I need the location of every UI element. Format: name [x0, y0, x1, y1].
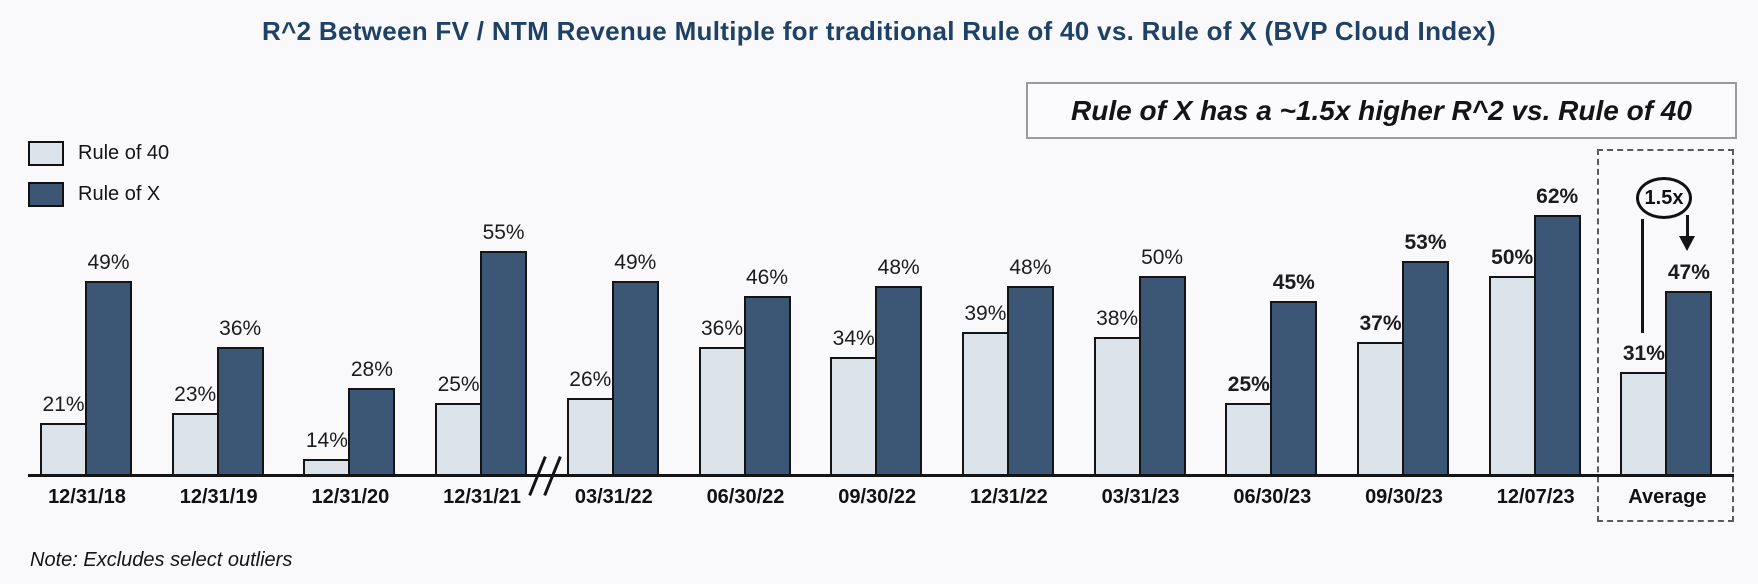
value-label: 14%	[305, 428, 348, 452]
bar-rule-of-40	[1357, 341, 1404, 476]
value-label: 21%	[42, 393, 85, 417]
category-label: 09/30/22	[838, 486, 917, 508]
bar-rule-of-40	[1225, 402, 1273, 476]
value-label: 50%	[1491, 246, 1534, 269]
bar-rule-of-x	[480, 250, 528, 476]
value-label: 26%	[569, 367, 612, 391]
value-label: 48%	[1009, 256, 1052, 280]
value-label: 25%	[437, 372, 480, 396]
value-label: 31%	[1622, 342, 1665, 366]
callout-text: Rule of X has a ~1.5x higher R^2 vs. Rul…	[1071, 94, 1692, 126]
legend-item-rule-of-40: Rule of 40	[28, 141, 169, 166]
category-label: Average	[1628, 486, 1707, 508]
bar-rule-of-x	[1270, 301, 1318, 476]
value-label: 47%	[1667, 261, 1710, 285]
bar-rule-of-x	[875, 286, 923, 476]
bar-rule-of-40	[435, 402, 483, 476]
footnote: Note: Excludes select outliers	[30, 549, 293, 571]
bar-rule-of-40	[830, 357, 878, 476]
legend-label: Rule of X	[78, 183, 161, 205]
legend-label: Rule of 40	[78, 142, 170, 164]
category-label: 12/31/19	[179, 486, 258, 508]
bar-rule-of-40	[1488, 276, 1536, 476]
annotation-line	[1641, 219, 1644, 333]
category-label: 12/31/20	[311, 486, 390, 508]
value-label: 25%	[1227, 372, 1270, 396]
x-axis-line	[28, 474, 1734, 477]
value-label: 46%	[745, 266, 789, 290]
value-label: 49%	[614, 251, 657, 275]
bar-rule-of-x	[1138, 276, 1186, 476]
legend-item-rule-of-x: Rule of X	[28, 182, 169, 207]
value-label: 49%	[87, 251, 130, 275]
arrow-down-icon	[1679, 236, 1695, 251]
value-label: 37%	[1359, 311, 1402, 335]
bar-rule-of-40	[1620, 372, 1668, 476]
bar-rule-of-x	[1665, 291, 1713, 476]
bar-rule-of-x	[85, 281, 132, 476]
value-label: 39%	[964, 301, 1007, 325]
average-highlight-box	[1597, 149, 1734, 522]
legend: Rule of 40 Rule of X	[28, 141, 169, 223]
bar-rule-of-x	[1533, 215, 1581, 476]
multiplier-label: 1.5x	[1644, 186, 1684, 209]
category-label: 09/30/23	[1365, 486, 1443, 508]
value-label: 36%	[219, 316, 262, 340]
chart-title: R^2 Between FV / NTM Revenue Multiple fo…	[262, 16, 1496, 46]
value-label: 48%	[877, 256, 920, 280]
bar-rule-of-x	[611, 281, 659, 476]
bar-rule-of-40	[961, 331, 1009, 476]
callout-box: Rule of X has a ~1.5x higher R^2 vs. Rul…	[1026, 82, 1737, 139]
value-label: 28%	[350, 357, 393, 381]
bar-rule-of-40	[171, 412, 219, 476]
category-label: 12/07/23	[1496, 486, 1575, 508]
category-label: 06/30/23	[1233, 486, 1312, 508]
value-label: 34%	[832, 327, 875, 351]
value-label: 62%	[1536, 185, 1579, 209]
category-label: 12/31/18	[48, 486, 126, 508]
category-label: 12/31/21	[443, 486, 522, 508]
value-label: 55%	[482, 220, 525, 244]
bar-rule-of-40	[1093, 336, 1141, 476]
category-label: 06/30/22	[706, 486, 785, 508]
bar-rule-of-x	[1006, 286, 1054, 476]
annotation-arrow-line	[1686, 215, 1689, 237]
bar-rule-of-x	[1402, 260, 1449, 476]
legend-swatch-rule-of-x	[28, 182, 64, 207]
value-label: 23%	[174, 382, 217, 406]
category-label: 03/31/22	[574, 486, 653, 508]
value-label: 50%	[1141, 246, 1184, 269]
bar-rule-of-40	[698, 346, 746, 476]
value-label: 45%	[1272, 271, 1315, 295]
value-label: 38%	[1096, 306, 1139, 330]
multiplier-badge: 1.5x	[1636, 177, 1692, 219]
bar-rule-of-x	[743, 296, 791, 476]
legend-swatch-rule-of-40	[28, 141, 64, 166]
bar-rule-of-40	[40, 423, 87, 476]
category-label: 12/31/22	[969, 486, 1048, 508]
value-label: 36%	[700, 316, 744, 340]
value-label: 53%	[1404, 230, 1447, 254]
bar-rule-of-40	[566, 397, 614, 476]
bar-rule-of-x	[216, 346, 264, 476]
bar-rule-of-x	[348, 387, 396, 476]
category-label: 03/31/23	[1101, 486, 1180, 508]
